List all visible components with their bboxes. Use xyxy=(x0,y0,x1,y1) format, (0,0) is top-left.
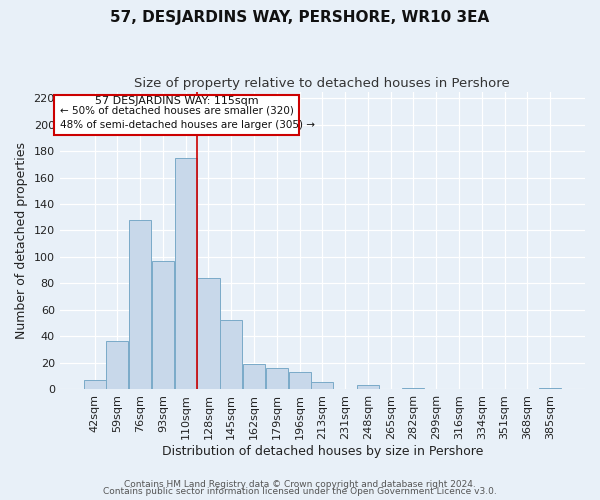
Y-axis label: Number of detached properties: Number of detached properties xyxy=(15,142,28,339)
Bar xyxy=(197,278,220,389)
Text: ← 50% of detached houses are smaller (320): ← 50% of detached houses are smaller (32… xyxy=(59,106,293,116)
Bar xyxy=(357,385,379,389)
Bar xyxy=(83,380,106,389)
Title: Size of property relative to detached houses in Pershore: Size of property relative to detached ho… xyxy=(134,78,510,90)
Bar xyxy=(266,368,288,389)
X-axis label: Distribution of detached houses by size in Pershore: Distribution of detached houses by size … xyxy=(161,444,483,458)
Bar xyxy=(152,261,174,389)
Bar xyxy=(175,158,197,389)
Text: 57 DESJARDINS WAY: 115sqm: 57 DESJARDINS WAY: 115sqm xyxy=(95,96,259,106)
Bar xyxy=(539,388,561,389)
Text: Contains HM Land Registry data © Crown copyright and database right 2024.: Contains HM Land Registry data © Crown c… xyxy=(124,480,476,489)
Text: 48% of semi-detached houses are larger (305) →: 48% of semi-detached houses are larger (… xyxy=(59,120,314,130)
Bar xyxy=(289,372,311,389)
FancyBboxPatch shape xyxy=(55,94,299,135)
Bar xyxy=(243,364,265,389)
Bar xyxy=(129,220,151,389)
Text: 57, DESJARDINS WAY, PERSHORE, WR10 3EA: 57, DESJARDINS WAY, PERSHORE, WR10 3EA xyxy=(110,10,490,25)
Text: Contains public sector information licensed under the Open Government Licence v3: Contains public sector information licen… xyxy=(103,487,497,496)
Bar xyxy=(106,342,128,389)
Bar xyxy=(403,388,424,389)
Bar xyxy=(311,382,334,389)
Bar xyxy=(220,320,242,389)
